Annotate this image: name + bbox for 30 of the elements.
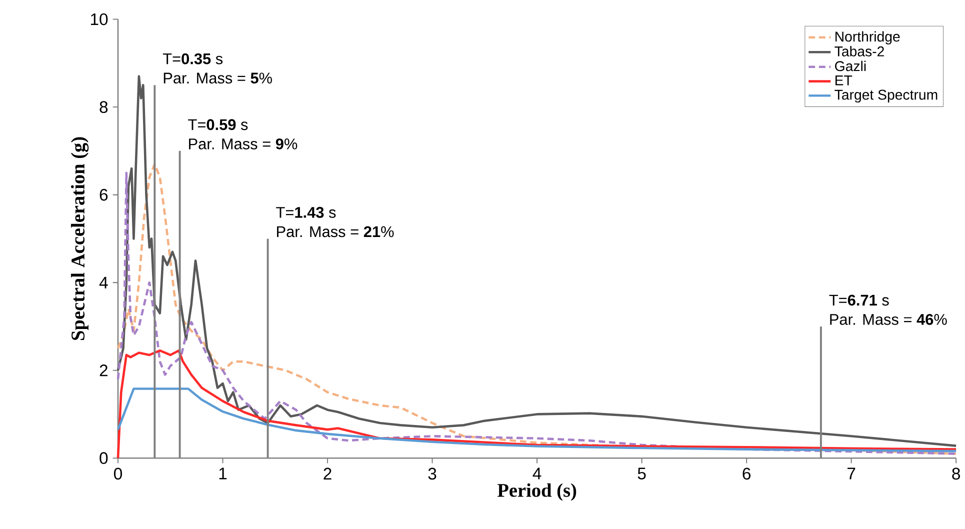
- ref-line-label: T=6.71 s: [829, 294, 889, 306]
- annotation: Par. Mass = 21%: [277, 226, 394, 238]
- ref-line-label: T=1.43 s: [276, 207, 336, 218]
- legend-label: Tabas-2: [834, 46, 884, 57]
- legend-label: Target Spectrum: [834, 90, 938, 103]
- legend-label: Gazli: [835, 61, 866, 72]
- annotation: Par. Mass = 9%: [189, 138, 298, 150]
- x-tick-label: 8: [952, 468, 960, 480]
- y-tick-label: 2: [100, 364, 108, 376]
- x-tick-label: 0: [114, 468, 122, 480]
- y-tick-label: 10: [90, 14, 108, 26]
- y-axis-title: Spectral Acceleration (g): [70, 137, 89, 340]
- annotation: Par. Mass = 5%: [164, 72, 272, 84]
- y-tick-label: 4: [99, 277, 108, 289]
- ref-line-label: T=0.59 s: [188, 119, 248, 130]
- x-axis-title: Period (s): [497, 484, 576, 502]
- ref-line-label: T=0.35 s: [162, 54, 223, 65]
- x-tick-label: 4: [532, 468, 542, 480]
- x-tick-label: 3: [428, 468, 436, 480]
- y-tick-label: 6: [100, 189, 108, 201]
- x-tick-label: 5: [638, 468, 646, 480]
- x-tick-label: 2: [324, 468, 332, 480]
- legend-label: ET: [836, 76, 852, 86]
- y-tick-label: 8: [100, 101, 108, 114]
- x-tick-label: 1: [219, 468, 227, 480]
- x-tick-label: 7: [848, 468, 856, 480]
- annotation: Par. Mass = 46%: [830, 314, 947, 326]
- legend-label: Northridge: [836, 32, 900, 45]
- x-tick-label: 6: [742, 468, 750, 480]
- y-tick-label: 0: [100, 452, 108, 464]
